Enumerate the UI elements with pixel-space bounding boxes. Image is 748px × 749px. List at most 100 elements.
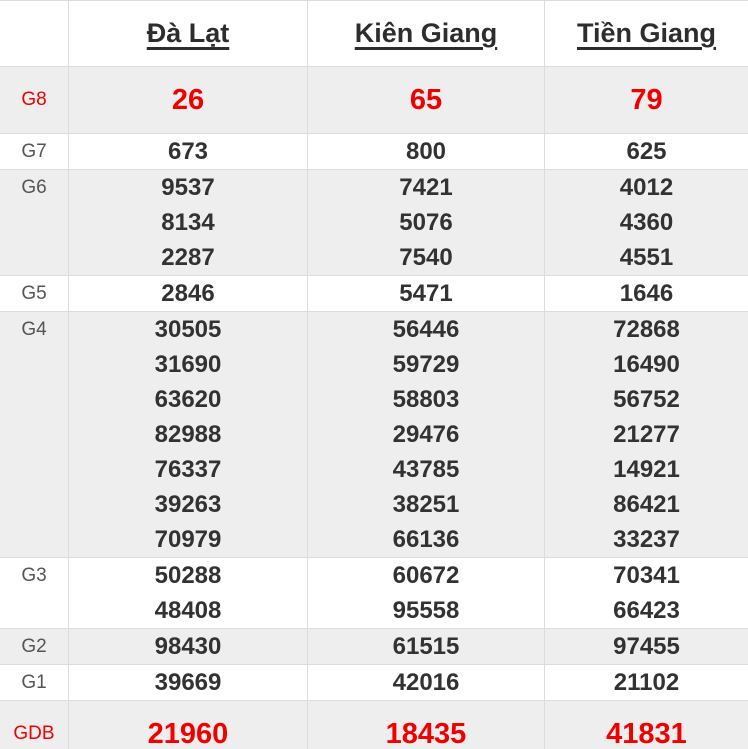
prize-number: 86421 — [613, 491, 680, 518]
prize-number: 7421 — [399, 174, 453, 201]
prize-label-gdb: GDB — [13, 723, 55, 744]
prize-number: 2846 — [161, 280, 215, 307]
column-header-kien-giang[interactable]: Kiên Giang — [307, 1, 544, 66]
prize-cell: 98430 — [68, 629, 307, 664]
prize-number: 42016 — [392, 669, 460, 696]
prize-number: 7540 — [399, 244, 453, 271]
prize-cell: 4012 4360 4551 — [544, 170, 748, 275]
prize-cell: 39669 — [68, 665, 307, 700]
prize-number: 59729 — [392, 351, 460, 378]
prize-cell: 61515 — [307, 629, 544, 664]
prize-cell: 65 — [307, 67, 544, 133]
prize-number: 70979 — [154, 526, 222, 553]
prize-row-g3: G3 50288 48408 60672 95558 70341 66423 — [0, 557, 748, 628]
prize-number: 4360 — [619, 209, 674, 236]
prize-label-g1: G1 — [21, 672, 47, 693]
prize-number: 66423 — [613, 597, 680, 624]
prize-cell: 21102 — [544, 665, 748, 700]
prize-number: 82988 — [154, 421, 222, 448]
prize-number: 50288 — [154, 562, 222, 589]
prize-row-gdb: GDB 21960 18435 41831 — [0, 700, 748, 749]
prize-label-g8: G8 — [21, 89, 47, 110]
prize-number: 625 — [626, 138, 667, 165]
prize-number: 63620 — [154, 386, 222, 413]
prize-cell: 97455 — [544, 629, 748, 664]
prize-row-g6: G6 9537 8134 2287 7421 5076 7540 4012 4360 4551 — [0, 169, 748, 275]
prize-cell: 18435 — [307, 701, 544, 749]
prize-row-g5: G5 2846 5471 1646 — [0, 275, 748, 311]
prize-number: 39263 — [154, 491, 222, 518]
prize-number: 26 — [171, 84, 205, 116]
prize-label-g5: G5 — [21, 283, 47, 304]
prize-number: 33237 — [613, 526, 680, 553]
prize-number: 72868 — [613, 316, 680, 343]
prize-number: 9537 — [161, 174, 215, 201]
prize-cell: 72868 16490 56752 21277 14921 86421 33237 — [544, 312, 748, 557]
column-header-da-lat[interactable]: Đà Lạt — [68, 1, 307, 66]
prize-cell: 2846 — [68, 276, 307, 311]
prize-cell: 42016 — [307, 665, 544, 700]
prize-row-g8: G8 26 65 79 — [0, 66, 748, 133]
prize-number: 76337 — [154, 456, 222, 483]
prize-cell: 21960 — [68, 701, 307, 749]
prize-number: 14921 — [613, 456, 680, 483]
prize-number: 21102 — [613, 669, 680, 696]
prize-number: 800 — [405, 138, 447, 165]
prize-number: 70341 — [613, 562, 680, 589]
prize-cell: 30505 31690 63620 82988 76337 39263 70979 — [68, 312, 307, 557]
column-header-kien-giang-link[interactable]: Kiên Giang — [354, 18, 498, 48]
prize-row-g1: G1 39669 42016 21102 — [0, 664, 748, 700]
prize-number: 21277 — [613, 421, 680, 448]
prize-row-g7: G7 673 800 625 — [0, 133, 748, 169]
prize-cell: 70341 66423 — [544, 558, 748, 628]
prize-number: 5076 — [399, 209, 453, 236]
prize-row-g4: G4 30505 31690 63620 82988 76337 39263 70979 564… — [0, 311, 748, 557]
column-header-tien-giang[interactable]: Tiền Giang — [544, 1, 748, 66]
prize-number: 39669 — [154, 669, 222, 696]
prize-number: 38251 — [392, 491, 460, 518]
prize-number: 31690 — [154, 351, 222, 378]
prize-number: 79 — [630, 84, 663, 116]
prize-label-g6: G6 — [21, 177, 47, 198]
prize-label-g2: G2 — [21, 636, 47, 657]
prize-cell: 1646 — [544, 276, 748, 311]
prize-cell: 26 — [68, 67, 307, 133]
prize-number: 56446 — [392, 316, 460, 343]
prize-number: 8134 — [161, 209, 215, 236]
prize-cell: 79 — [544, 67, 748, 133]
prize-number: 48408 — [154, 597, 222, 624]
prize-number: 98430 — [154, 633, 222, 660]
prize-number: 673 — [167, 138, 209, 165]
column-header-da-lat-link[interactable]: Đà Lạt — [146, 18, 230, 48]
prize-number: 18435 — [385, 718, 467, 749]
prize-label-g7: G7 — [21, 141, 47, 162]
prize-number: 43785 — [392, 456, 460, 483]
prize-cell: 50288 48408 — [68, 558, 307, 628]
prize-cell: 625 — [544, 134, 748, 169]
prize-cell: 56446 59729 58803 29476 43785 38251 66136 — [307, 312, 544, 557]
prize-cell: 673 — [68, 134, 307, 169]
prize-number: 2287 — [161, 244, 215, 271]
prize-row-g2: G2 98430 61515 97455 — [0, 628, 748, 664]
prize-cell: 5471 — [307, 276, 544, 311]
prize-number: 29476 — [392, 421, 460, 448]
prize-cell: 41831 — [544, 701, 748, 749]
prize-number: 56752 — [613, 386, 680, 413]
prize-cell: 60672 95558 — [307, 558, 544, 628]
prize-number: 1646 — [619, 280, 674, 307]
prize-number: 61515 — [392, 633, 460, 660]
prize-number: 5471 — [399, 280, 453, 307]
prize-number: 58803 — [392, 386, 460, 413]
header-label-spacer — [0, 1, 68, 66]
prize-label-g4: G4 — [21, 319, 47, 340]
table-body: G8 26 65 79 G7 673 800 625 G6 9537 8134 2287 7421 507… — [0, 66, 748, 749]
prize-number: 60672 — [392, 562, 460, 589]
prize-number: 16490 — [613, 351, 680, 378]
prize-number: 30505 — [154, 316, 222, 343]
prize-number: 66136 — [392, 526, 460, 553]
header-row: Đà Lạt Kiên Giang Tiền Giang — [0, 0, 748, 66]
column-header-tien-giang-link[interactable]: Tiền Giang — [576, 18, 717, 48]
prize-cell: 800 — [307, 134, 544, 169]
prize-cell: 9537 8134 2287 — [68, 170, 307, 275]
